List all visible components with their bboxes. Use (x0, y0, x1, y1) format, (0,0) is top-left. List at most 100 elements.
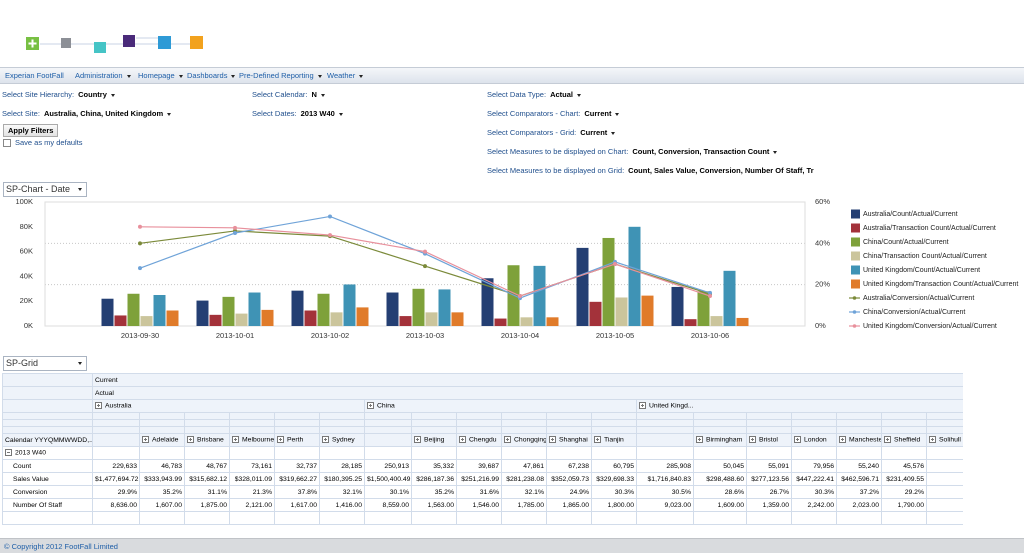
filter: Select Data Type: Actual (487, 90, 581, 99)
grid-cell: 1,785.00 (501, 498, 547, 512)
grid-cell: 1,416.00 (319, 498, 365, 512)
grid-cell (925, 412, 963, 420)
bar (209, 314, 222, 326)
group-name[interactable]: United Kingd... (649, 402, 694, 410)
grid-cell: 46,783 (139, 459, 185, 473)
grid-cell (411, 511, 457, 525)
city-header: Tianjin (591, 433, 637, 447)
grid-row: Australia China United Kingd... (2, 399, 963, 413)
checkbox[interactable] (3, 139, 11, 148)
grid-cell (925, 472, 963, 486)
grid-selector[interactable]: SP-Grid (3, 356, 87, 371)
city-name[interactable]: Beijing (424, 436, 445, 444)
group-name[interactable]: China (377, 402, 395, 410)
y2-tick-label: 60% (815, 197, 830, 206)
apply-button[interactable]: Apply Filters (3, 124, 59, 137)
filter-value[interactable]: Current (584, 109, 620, 118)
city-name[interactable]: Shanghai (559, 436, 588, 444)
bar (736, 317, 749, 326)
bar (494, 318, 507, 326)
filter-value[interactable]: Count, Conversion, Transaction Count (632, 147, 778, 156)
chart-title: SP-Chart - Date (6, 184, 71, 194)
city-header: Brisbane (184, 433, 230, 447)
filter-value[interactable]: 2013 W40 (301, 109, 343, 118)
menu-item[interactable]: Experian FootFall (5, 71, 64, 80)
grid-cell (319, 426, 365, 434)
line-marker (518, 294, 522, 299)
city-name[interactable]: Solihull (939, 436, 961, 444)
grid-cell: $447,222.41 (791, 472, 837, 486)
filter-value[interactable]: Count, Sales Value, Conversion, Number O… (628, 166, 814, 175)
grid-cell: 26.7% (746, 485, 792, 499)
grid-cell (881, 412, 927, 420)
legend-label: China/Conversion/Actual/Current (863, 309, 965, 316)
bar (386, 292, 399, 326)
city-header: Sydney (319, 433, 365, 447)
menu-item[interactable]: Pre-Defined Reporting (239, 71, 322, 80)
legend-label: Australia/Count/Actual/Current (863, 211, 958, 218)
menu-item[interactable]: Homepage (138, 71, 183, 80)
line-marker (138, 224, 142, 229)
city-name[interactable]: Birmingham (706, 436, 743, 444)
bar (196, 300, 209, 326)
grid-cell (364, 511, 412, 525)
grid-cell: 1,617.00 (274, 498, 320, 512)
grid-cell (364, 426, 412, 434)
filter: Select Comparators - Grid: Current (487, 128, 616, 137)
menu-item[interactable]: Dashboards (187, 71, 236, 80)
city-name[interactable]: Manchester (849, 436, 882, 444)
grid-cell (411, 426, 457, 434)
grid-cell (591, 511, 637, 525)
bar (127, 293, 140, 326)
city-name[interactable]: Melbourne (242, 436, 275, 444)
grid-cell (746, 419, 792, 427)
bar (520, 317, 533, 326)
bar (641, 295, 654, 326)
city-name[interactable]: Perth (287, 436, 304, 444)
grid-cell: 39,687 (456, 459, 502, 473)
bar (576, 247, 589, 326)
bar (451, 312, 464, 326)
grid-cell: 73,161 (229, 459, 275, 473)
filter-value[interactable]: Australia, China, United Kingdom (44, 109, 172, 118)
grid-cell (501, 412, 547, 420)
grid-cell: $180,395.25 (319, 472, 365, 486)
grid-cell: 8,559.00 (364, 498, 412, 512)
bar (399, 316, 412, 326)
menu-item[interactable]: Administration (75, 71, 131, 80)
city-name[interactable]: London (804, 436, 827, 444)
grid-cell: 55,091 (746, 459, 792, 473)
period[interactable]: 2013 W40 (15, 449, 46, 457)
grid-cell: 28,185 (319, 459, 365, 473)
city-name[interactable]: Sheffield (894, 436, 921, 444)
grid-cell (636, 426, 694, 434)
city-header: Bristol (746, 433, 792, 447)
grid-cell: $462,596.71 (836, 472, 882, 486)
grid-table: Current Actual Australia China United Kingd.… (2, 373, 963, 525)
city-name[interactable]: Adelaide (152, 436, 179, 444)
save-defaults[interactable]: Save as my defaults (3, 138, 83, 148)
measure-label: Number Of Staff (2, 498, 93, 512)
filter-label: Select Measures to be displayed on Chart… (487, 147, 629, 156)
group-name[interactable]: Australia (105, 402, 132, 410)
city-name[interactable]: Bristol (759, 436, 778, 444)
grid-cell: 1,546.00 (456, 498, 502, 512)
city-name[interactable]: Tianjin (604, 436, 624, 444)
menu-item[interactable]: Weather (327, 71, 364, 80)
city-name[interactable]: Chengdu (469, 436, 497, 444)
filter-value[interactable]: Current (580, 128, 616, 137)
city-name[interactable]: Chongqing (514, 436, 547, 444)
bar (723, 270, 736, 326)
grid-cell (411, 412, 457, 420)
city-name[interactable]: Sydney (332, 436, 355, 444)
grid-cell (693, 446, 747, 460)
grid-cell (2, 386, 93, 400)
logo (26, 35, 203, 53)
city-name[interactable]: Brisbane (197, 436, 224, 444)
chart-selector[interactable]: SP-Chart - Date (3, 182, 87, 197)
filter-value[interactable]: Country (78, 90, 115, 99)
filter-value[interactable]: N (311, 90, 325, 99)
filter: Select Measures to be displayed on Grid:… (487, 166, 814, 175)
bar (330, 312, 343, 326)
filter-value[interactable]: Actual (550, 90, 581, 99)
